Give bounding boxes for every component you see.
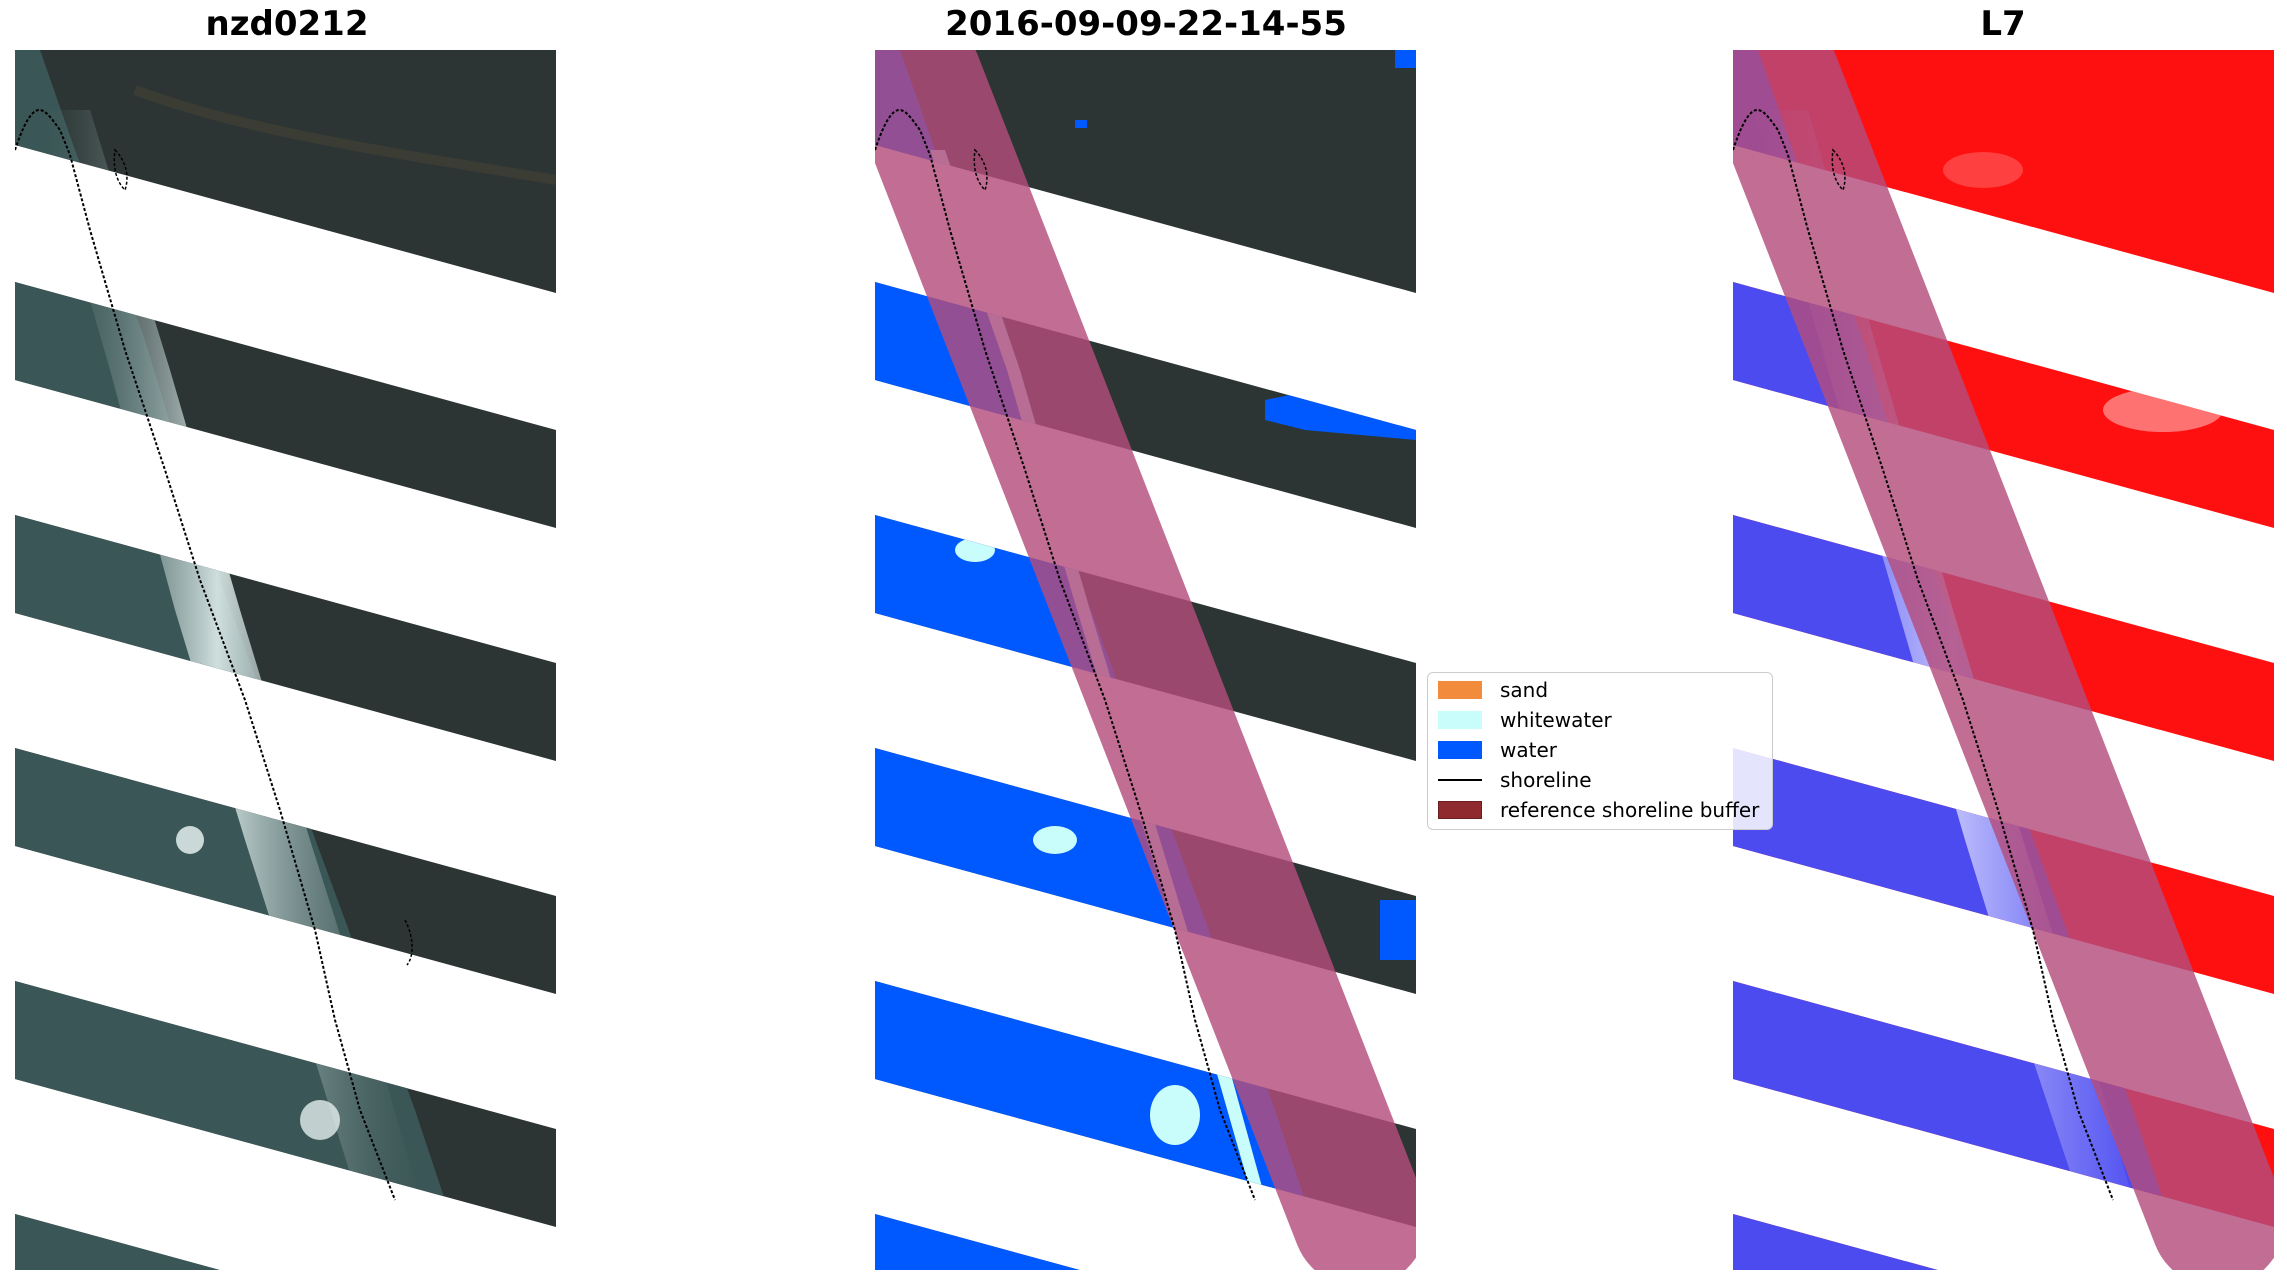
legend: sand whitewater water shoreline referenc… — [1427, 672, 1773, 830]
sand-swatch — [1438, 681, 1482, 699]
reference-shoreline-buffer — [1733, 50, 2274, 1270]
panel-title-index: L7 — [1980, 4, 2026, 44]
bright-land-patch — [1943, 152, 2023, 188]
legend-item-water: water — [1438, 737, 1557, 763]
shoreline-contour-island — [404, 919, 413, 966]
water-patch-inland — [1380, 900, 1416, 960]
panel-title-classification: 2016-09-09-22-14-55 — [945, 4, 1347, 44]
whitewater-patch — [1033, 826, 1077, 854]
classified-image — [875, 50, 1416, 1270]
water-patch-inland — [1395, 50, 1416, 68]
index-panel — [1733, 50, 2274, 1270]
legend-label: whitewater — [1500, 708, 1612, 732]
shoreline-contour-island — [1831, 148, 1846, 192]
river-channel — [133, 85, 556, 185]
surf-blob — [300, 1100, 340, 1140]
surf-blob — [80, 280, 100, 300]
panel-title-rgb: nzd0212 — [205, 4, 369, 44]
legend-item-shoreline: shoreline — [1438, 767, 1592, 793]
shoreline-contour-island — [113, 148, 128, 192]
whitewater-swatch — [1438, 711, 1482, 729]
legend-label: water — [1500, 738, 1557, 762]
classification-panel — [875, 50, 1416, 1270]
shoreline-contour — [1733, 109, 2114, 1201]
legend-label: shoreline — [1500, 768, 1592, 792]
shoreline-contour — [15, 109, 396, 1201]
whitewater-patch — [1150, 1085, 1200, 1145]
shoreline-contour — [875, 109, 1256, 1201]
water-patch-inland — [1075, 120, 1087, 128]
index-image — [1733, 50, 2274, 1270]
legend-label: reference shoreline buffer — [1500, 798, 1760, 822]
bright-land-patch — [2103, 388, 2223, 432]
legend-label: sand — [1500, 678, 1549, 702]
legend-item-sand: sand — [1438, 677, 1548, 703]
shoreline-contour-island — [973, 148, 988, 192]
buffer-swatch — [1438, 801, 1482, 819]
rgb-scene — [15, 50, 556, 1270]
rgb-image-panel — [15, 50, 556, 1270]
reference-shoreline-buffer — [875, 50, 1416, 1270]
shoreline-line-swatch — [1438, 779, 1482, 781]
surf-blob — [176, 826, 204, 854]
water-swatch — [1438, 741, 1482, 759]
legend-item-reference-buffer: reference shoreline buffer — [1438, 797, 1759, 823]
rgb-image — [15, 50, 556, 1270]
legend-item-whitewater: whitewater — [1438, 707, 1612, 733]
whitewater-patch — [955, 538, 995, 562]
